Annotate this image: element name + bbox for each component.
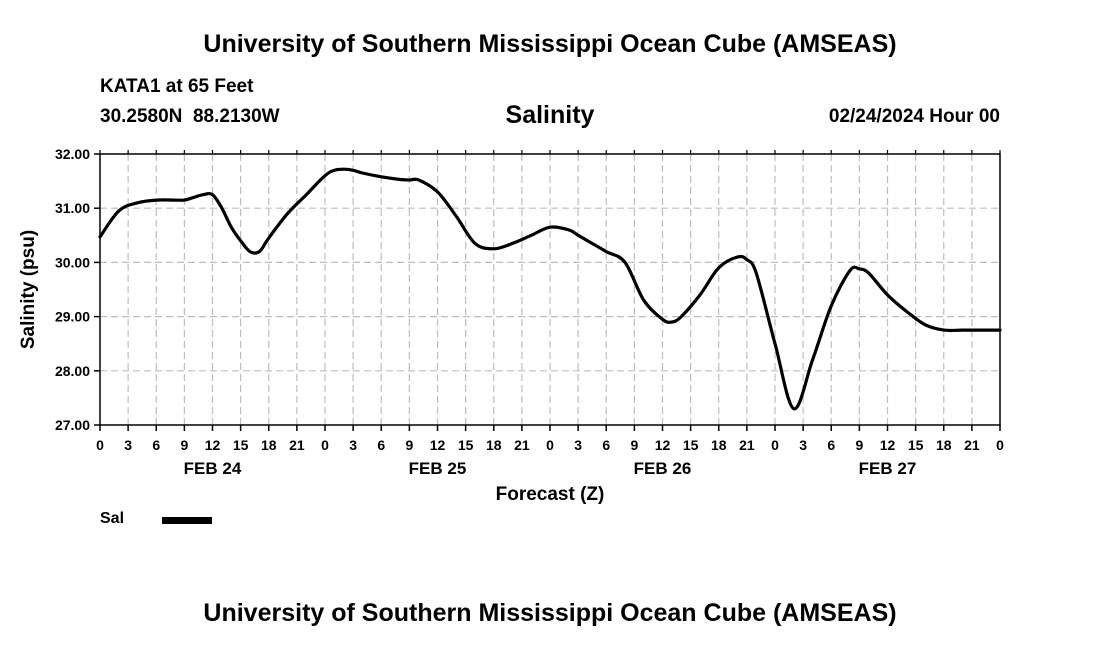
y-tick-label: 28.00 <box>55 363 90 379</box>
coordinates-label: 30.2580N 88.2130W <box>100 106 280 127</box>
x-tick-label: 15 <box>233 437 249 453</box>
parameter-title: Salinity <box>505 101 595 129</box>
x-tick-label: 15 <box>458 437 474 453</box>
y-tick-label: 27.00 <box>55 417 90 433</box>
x-tick-label: 3 <box>574 437 582 453</box>
x-tick-label: 12 <box>655 437 671 453</box>
x-axis-label: Forecast (Z) <box>496 484 605 505</box>
grid <box>100 154 1000 425</box>
axis-ticks <box>94 150 1001 431</box>
y-tick-label: 30.00 <box>55 254 90 270</box>
x-tick-label: 9 <box>855 437 863 453</box>
day-label: FEB 27 <box>859 459 917 478</box>
station-label: KATA1 at 65 Feet <box>100 76 254 97</box>
x-tick-label: 18 <box>711 437 727 453</box>
forecast-date: 02/24/2024 Hour 00 <box>828 106 1000 127</box>
x-tick-label: 21 <box>964 437 980 453</box>
y-tick-label: 29.00 <box>55 309 90 325</box>
x-tick-label: 12 <box>880 437 896 453</box>
x-tick-label: 18 <box>486 437 502 453</box>
x-tick-label: 6 <box>152 437 160 453</box>
x-tick-label: 9 <box>180 437 188 453</box>
x-tick-label: 15 <box>908 437 924 453</box>
y-tick-label: 32.00 <box>55 146 90 162</box>
day-label: FEB 25 <box>409 459 467 478</box>
x-tick-label: 0 <box>996 437 1004 453</box>
y-axis-label: Salinity (psu) <box>18 230 39 349</box>
x-tick-label: 21 <box>514 437 530 453</box>
y-tick-label: 31.00 <box>55 200 90 216</box>
x-tick-label: 6 <box>377 437 385 453</box>
x-tick-label: 3 <box>799 437 807 453</box>
x-tick-label: 21 <box>289 437 305 453</box>
x-tick-label: 18 <box>261 437 277 453</box>
x-tick-label: 3 <box>349 437 357 453</box>
x-tick-label: 0 <box>771 437 779 453</box>
x-tick-label: 12 <box>205 437 221 453</box>
axis-labels: 27.00 28.00 29.00 30.00 31.00 32.00 0 3 6 9 12 15 18… <box>55 146 1004 478</box>
x-tick-label: 6 <box>827 437 835 453</box>
x-tick-label: 0 <box>96 437 104 453</box>
x-tick-label: 18 <box>936 437 952 453</box>
x-tick-label: 9 <box>405 437 413 453</box>
series-line-sal <box>98 167 1002 411</box>
x-tick-label: 15 <box>683 437 699 453</box>
x-tick-label: 9 <box>630 437 638 453</box>
x-tick-label: 0 <box>321 437 329 453</box>
chart-title-top: University of Southern Mississippi Ocean… <box>203 30 897 58</box>
x-tick-label: 21 <box>739 437 755 453</box>
x-tick-label: 0 <box>546 437 554 453</box>
day-label: FEB 24 <box>184 459 242 478</box>
day-label: FEB 26 <box>634 459 692 478</box>
x-tick-label: 12 <box>430 437 446 453</box>
x-tick-label: 3 <box>124 437 132 453</box>
legend-swatch-sal <box>162 517 212 524</box>
x-tick-label: 6 <box>602 437 610 453</box>
legend-label-sal: Sal <box>100 510 125 527</box>
chart-title-bottom: University of Southern Mississippi Ocean… <box>203 599 897 627</box>
